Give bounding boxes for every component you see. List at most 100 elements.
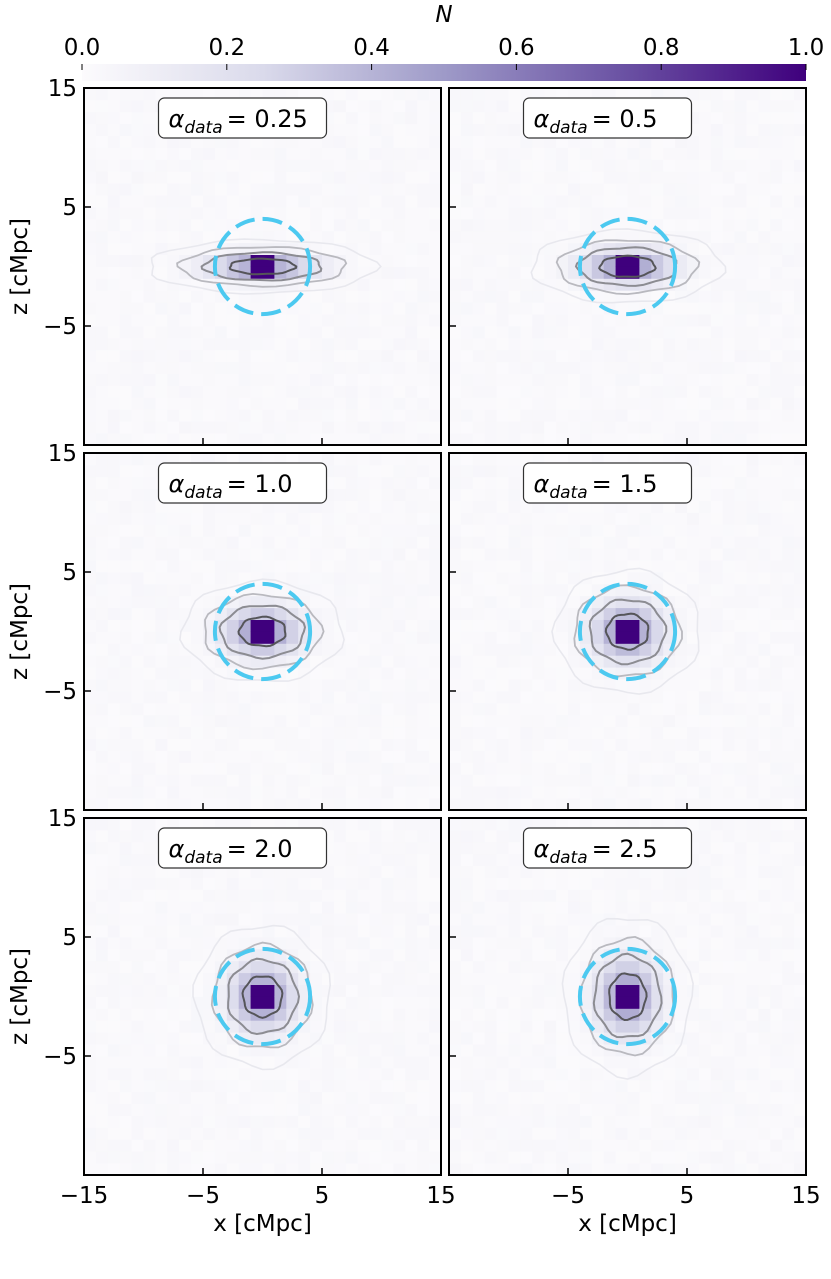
heatmap-cell (84, 1091, 97, 1104)
heatmap-cell (746, 361, 759, 374)
heatmap-cell (520, 1008, 533, 1021)
heatmap-cell (782, 619, 795, 632)
heatmap-cell (532, 714, 545, 728)
heatmap-cell (357, 349, 370, 363)
heatmap-cell (214, 453, 228, 466)
heatmap-cell (369, 433, 382, 445)
heatmap-cell (405, 655, 418, 668)
heatmap-cell (405, 536, 418, 549)
heatmap-cell (357, 183, 370, 196)
heatmap-cell (214, 901, 228, 914)
heatmap-cell (520, 560, 533, 573)
heatmap-cell (460, 500, 474, 513)
heatmap-cell (417, 500, 430, 513)
heatmap-cell (357, 1056, 370, 1069)
heatmap-cell (544, 1103, 557, 1116)
heatmap-cell (472, 88, 486, 101)
heatmap-cell (203, 218, 216, 232)
heatmap-cell (429, 1067, 441, 1081)
heatmap-cell (544, 984, 557, 997)
contours (179, 578, 345, 682)
heatmap-cell (651, 560, 664, 573)
heatmap-cell (262, 147, 275, 160)
heatmap-cell (131, 738, 144, 751)
heatmap-cell (84, 853, 97, 866)
heatmap-cell (417, 750, 430, 763)
heatmap-cell (357, 750, 370, 763)
heatmap-cell (155, 373, 168, 386)
heatmap-cell (357, 901, 370, 914)
heatmap-cell (381, 123, 394, 136)
label-value: = 0.5 (592, 105, 658, 133)
colorbar-tick-label: 0.6 (498, 35, 535, 61)
heatmap-cell (345, 453, 359, 466)
heatmap-cell (250, 195, 263, 208)
heatmap-cell (333, 750, 347, 763)
label-alpha: α (534, 470, 550, 498)
heatmap-cell (508, 111, 521, 125)
heatmap-cell (556, 1056, 569, 1069)
heatmap-cell (746, 373, 759, 386)
heatmap-cell (710, 254, 724, 267)
heatmap-cell (722, 619, 735, 632)
heatmap-cell (508, 607, 521, 620)
heatmap-cell (770, 702, 783, 716)
heatmap-cell (603, 524, 616, 537)
heatmap-cell (722, 738, 735, 751)
heatmap-cell (429, 195, 441, 208)
heatmap-cell (782, 88, 795, 101)
heatmap-cell (262, 679, 275, 692)
heatmap-cell (393, 314, 406, 327)
heatmap-cell (508, 453, 521, 466)
heatmap-cell (627, 373, 640, 386)
heatmap-cell (333, 655, 347, 668)
heatmap-cell (298, 913, 311, 926)
heatmap-cell (698, 726, 712, 739)
heatmap-cell (508, 655, 521, 668)
heatmap-cell (393, 960, 406, 974)
heatmap-cell (429, 171, 441, 184)
heatmap-cell (417, 171, 430, 184)
heatmap-cell (710, 218, 724, 232)
heatmap-cell (357, 714, 370, 728)
heatmap-cell (286, 361, 299, 374)
heatmap-cell (722, 361, 735, 374)
heatmap-cell (322, 818, 335, 831)
heatmap-cell (710, 195, 724, 208)
heatmap-cell (544, 1044, 557, 1057)
heatmap-cell (651, 135, 664, 148)
heatmap-cell (155, 631, 168, 644)
heatmap-cell (286, 337, 299, 351)
heatmap-cell (167, 326, 180, 339)
heatmap-cell (155, 254, 168, 267)
heatmap-cell (532, 135, 545, 148)
heatmap-cell (369, 738, 382, 751)
heatmap-cell (84, 1151, 97, 1164)
heatmap-cell (381, 290, 394, 303)
heatmap-cell (345, 925, 359, 938)
heatmap-cell (84, 631, 97, 644)
heatmap-cell (84, 171, 97, 184)
heatmap-cell (532, 548, 545, 561)
heatmap-cell (369, 1008, 382, 1021)
heatmap-cell (369, 655, 382, 668)
heatmap-cell (310, 326, 323, 339)
heatmap-cell (746, 123, 759, 136)
heatmap-cell (460, 278, 474, 291)
heatmap-cell (405, 218, 418, 232)
heatmap-cell (179, 326, 192, 339)
heatmap-cell (449, 536, 462, 549)
heatmap-cell (298, 1127, 311, 1140)
heatmap-cell (393, 373, 406, 386)
heatmap-cell (119, 774, 132, 787)
heatmap-cell (179, 762, 192, 775)
heatmap-cell (417, 714, 430, 728)
heatmap-cell (544, 433, 557, 445)
heatmap-cell (322, 798, 335, 810)
heatmap-cell (782, 607, 795, 620)
heatmap-cell (119, 421, 132, 434)
heatmap-cell (687, 147, 700, 160)
heatmap-cell (226, 774, 240, 787)
heatmap-cell (167, 314, 180, 327)
heatmap-cell (417, 889, 430, 902)
